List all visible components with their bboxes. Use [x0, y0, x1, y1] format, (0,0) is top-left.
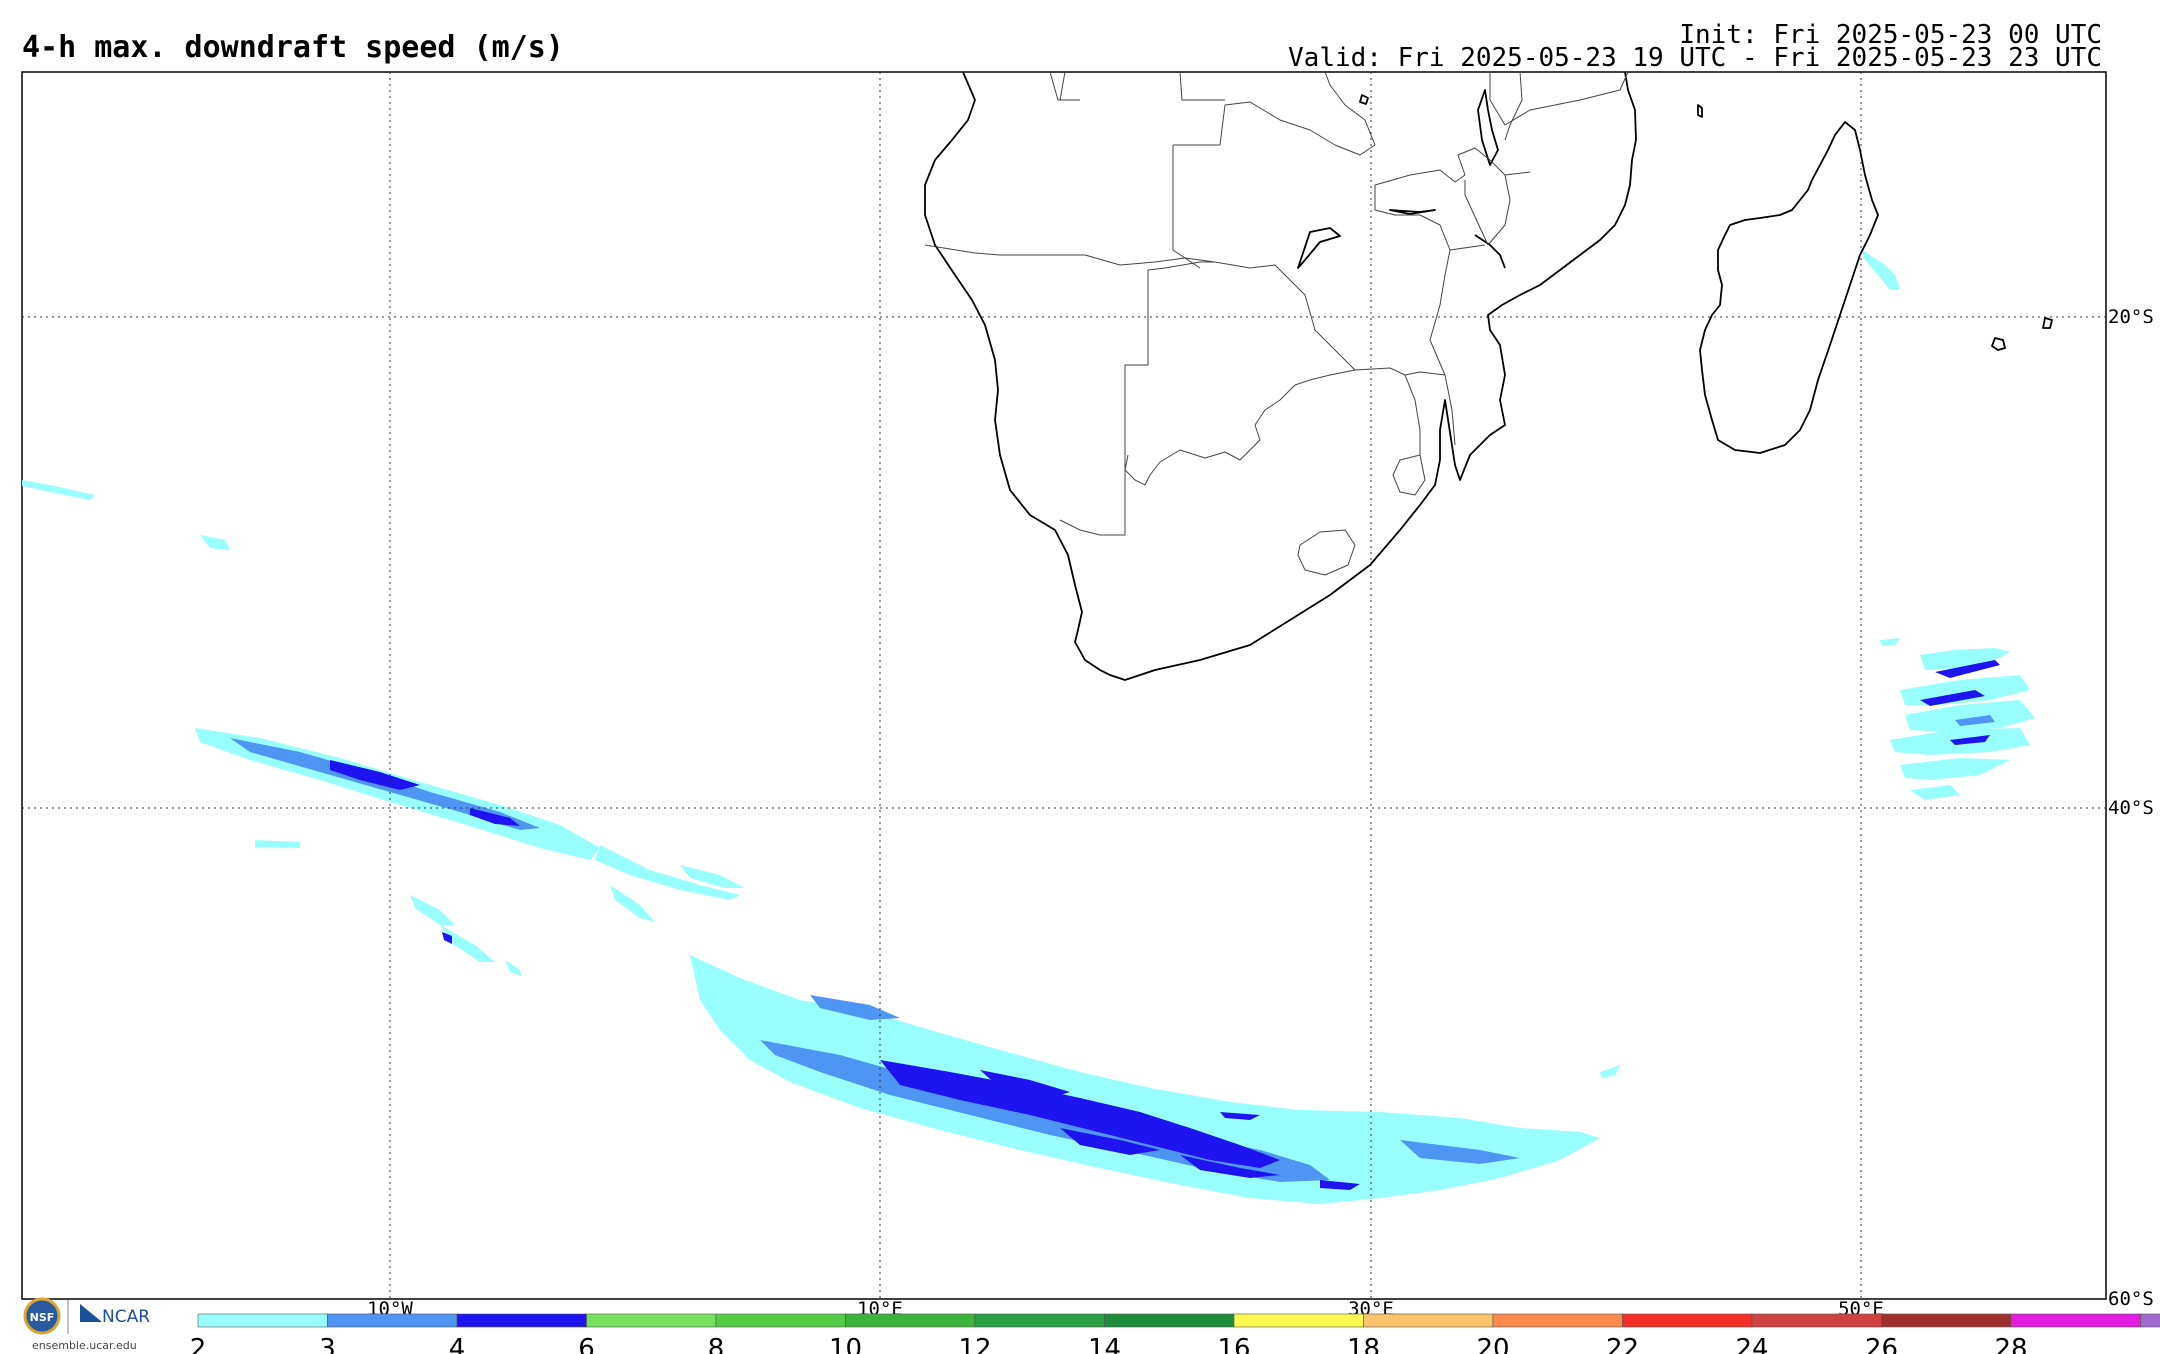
colorbar-segment	[2010, 1313, 2141, 1328]
lat-label-40s: 40°S	[2108, 797, 2154, 819]
colorbar-tick-label: 8	[708, 1334, 725, 1354]
colorbar-tick-label: 18	[1347, 1334, 1380, 1354]
colorbar-tick-label: 3	[319, 1334, 336, 1354]
colorbar-tick-label: 6	[578, 1334, 595, 1354]
colorbar-tick-label: 26	[1865, 1334, 1898, 1354]
credit-url: ensemble.ucar.edu	[32, 1339, 137, 1352]
nsf-logo-icon: NSF	[23, 1297, 61, 1335]
colorbar-segment	[456, 1313, 587, 1328]
map-title: 4-h max. downdraft speed (m/s)	[22, 30, 564, 65]
colorbar: 2 3 4 6 8 10 12 14 16 18 20 22 24 26 28	[190, 1313, 2160, 1354]
colorbar-segment	[1233, 1313, 1364, 1328]
ncar-logo-icon: NCAR	[80, 1304, 150, 1327]
colorbar-tick-label: 22	[1606, 1334, 1639, 1354]
colorbar-tick-label: 24	[1735, 1334, 1768, 1354]
ncar-logo-text: NCAR	[102, 1307, 150, 1327]
colorbar-tick-label: 14	[1088, 1334, 1121, 1354]
colorbar-segment	[1881, 1313, 2012, 1328]
colorbar-tick-label: 28	[1994, 1334, 2027, 1354]
colorbar-segment	[197, 1313, 328, 1328]
colorbar-segment	[586, 1313, 717, 1328]
init-time: Init: Fri 2025-05-23 00 UTC	[1679, 20, 2102, 50]
colorbar-segment	[2140, 1313, 2160, 1328]
logos: NSF NCAR	[22, 1296, 162, 1348]
colorbar-tick-label: 10	[829, 1334, 862, 1354]
colorbar-segment	[974, 1313, 1105, 1328]
country-borders	[924, 72, 1629, 576]
downdraft-shading	[22, 248, 2035, 1204]
colorbar-tick-label: 2	[190, 1334, 207, 1354]
colorbar-segment	[715, 1313, 846, 1328]
colorbar-segment	[1622, 1313, 1753, 1328]
gridlines	[22, 72, 2106, 1299]
colorbar-segment	[845, 1313, 976, 1328]
colorbar-segment	[1104, 1313, 1235, 1328]
valid-time: Valid: Fri 2025-05-23 19 UTC - Fri 2025-…	[1288, 43, 2102, 73]
coastlines	[924, 72, 2053, 681]
colorbar-segment	[327, 1313, 458, 1328]
lat-label-60s: 60°S	[2108, 1288, 2154, 1310]
colorbar-tick-label: 4	[449, 1334, 466, 1354]
lat-label-20s: 20°S	[2108, 306, 2154, 328]
colorbar-tick-label: 20	[1476, 1334, 1509, 1354]
colorbar-segment	[1751, 1313, 1882, 1328]
colorbar-segment	[1492, 1313, 1623, 1328]
colorbar-tick-label: 12	[958, 1334, 991, 1354]
nsf-logo-text: NSF	[30, 1311, 55, 1324]
colorbar-segment	[1363, 1313, 1494, 1328]
colorbar-tick-label: 16	[1217, 1334, 1250, 1354]
